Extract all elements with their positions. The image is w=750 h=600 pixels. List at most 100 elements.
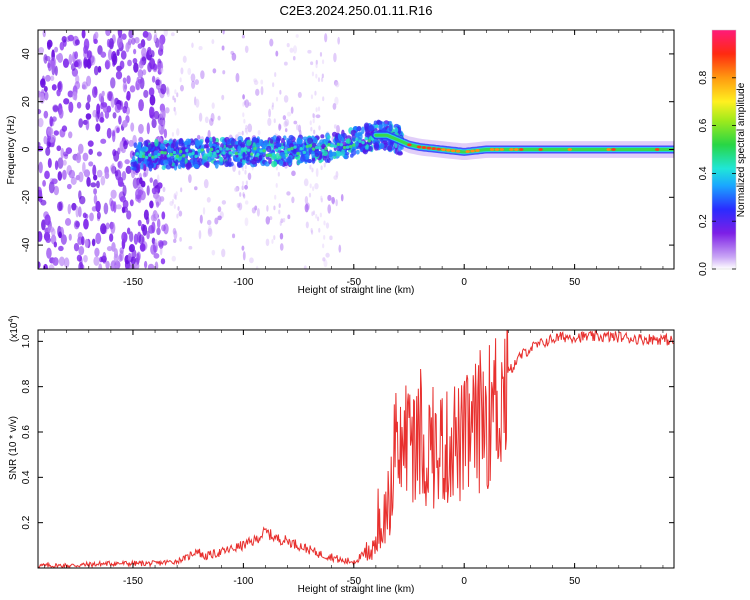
spectrogram-noise-cell bbox=[267, 117, 272, 127]
spectrogram-noise-cell bbox=[59, 41, 65, 51]
spectrogram-ridge-cell bbox=[318, 146, 322, 150]
spectrogram-noise-cell bbox=[179, 237, 182, 242]
snr-y-tick-label: 0.2 bbox=[21, 515, 32, 529]
spectrogram-noise-cell bbox=[171, 255, 176, 262]
spectrogram-noise-cell bbox=[187, 67, 192, 76]
spectrogram-band-cell bbox=[245, 156, 250, 162]
spectrogram-noise-cell bbox=[81, 30, 86, 39]
spectrogram-noise-cell bbox=[320, 77, 324, 83]
spectrogram-band-cell bbox=[159, 143, 166, 150]
spectrogram-noise-cell bbox=[221, 200, 227, 205]
spectrogram-band-cell bbox=[230, 138, 237, 147]
spectrogram-noise-cell bbox=[158, 38, 163, 50]
spectrogram-band-cell bbox=[362, 149, 367, 154]
spectrogram-noise-cell bbox=[81, 236, 85, 246]
spectrogram-noise-cell bbox=[340, 194, 344, 202]
spectrogram-noise-cell bbox=[138, 177, 143, 185]
spectrogram-band-cell bbox=[343, 154, 348, 159]
spectrogram-noise-cell bbox=[68, 53, 73, 65]
spectrogram-ridge-cell bbox=[135, 152, 140, 156]
spectrogram-noise-cell bbox=[247, 123, 253, 133]
spectrogram-noise-cell bbox=[67, 131, 73, 139]
spectrogram-ridge-cell bbox=[336, 142, 341, 147]
spectrogram-hot-cell bbox=[441, 148, 446, 152]
spectrogram-noise-cell bbox=[146, 32, 152, 42]
spectrogram-noise-cell bbox=[173, 193, 177, 200]
spectrogram-noise-cell bbox=[307, 49, 312, 54]
spectrogram-noise-cell bbox=[333, 175, 338, 180]
spectrogram-noise-cell bbox=[274, 194, 277, 200]
spectrogram-band-cell bbox=[208, 140, 213, 148]
spectrogram-noise-cell bbox=[239, 192, 242, 197]
spectrogram-ridge-cell bbox=[314, 145, 319, 150]
spectrogram-noise-cell bbox=[155, 37, 160, 48]
spectrogram-noise-cell bbox=[95, 200, 101, 213]
spectrogram-hot-cell bbox=[446, 148, 451, 152]
spectrogram-noise-cell bbox=[309, 183, 312, 189]
spectrogram-noise-cell bbox=[101, 90, 105, 97]
spectrogram-noise-cell bbox=[83, 169, 91, 178]
spectrogram-ridge-cell bbox=[324, 146, 328, 151]
spectrogram-noise-cell bbox=[91, 238, 96, 247]
spectrogram-band-cell bbox=[328, 151, 333, 158]
spectrogram-noise-cell bbox=[91, 86, 98, 98]
spectrogram-band-cell bbox=[300, 154, 306, 162]
spectrogram-noise-cell bbox=[221, 248, 226, 258]
spectrogram-noise-cell bbox=[108, 38, 114, 50]
spectrogram-noise-cell bbox=[82, 152, 89, 162]
spectrogram-noise-cell bbox=[310, 94, 314, 100]
spectrogram-band-cell bbox=[255, 142, 261, 148]
spectrogram-noise-cell bbox=[210, 112, 215, 122]
spectrogram-band-cell bbox=[198, 158, 203, 166]
spectrogram-band-cell bbox=[368, 145, 373, 152]
spectrogram-noise-cell bbox=[72, 91, 77, 101]
spectrogram-noise-cell bbox=[160, 109, 165, 119]
spectrogram-noise-cell bbox=[149, 94, 156, 106]
spectrogram-noise-cell bbox=[87, 140, 94, 147]
spectrogram-band-cell bbox=[373, 142, 380, 149]
spectrogram-noise-cell bbox=[315, 107, 318, 113]
snr-plot-area bbox=[38, 330, 674, 568]
spectrogram-noise-cell bbox=[95, 123, 101, 132]
spectrogram-noise-cell bbox=[153, 188, 158, 194]
spectrogram-noise-cell bbox=[122, 199, 129, 209]
spectrogram-noise-cell bbox=[97, 65, 102, 73]
spectrogram-noise-cell bbox=[100, 175, 106, 186]
spectrogram-ridge-cell bbox=[182, 154, 186, 158]
spectrogram-band-cell bbox=[373, 120, 378, 126]
spectrogram-noise-cell bbox=[303, 178, 309, 187]
spectrogram-ridge-cell bbox=[243, 146, 248, 151]
spectrogram-ridge-cell bbox=[352, 143, 356, 147]
spectrogram-band-cell bbox=[273, 161, 278, 167]
snr-x-ticks: -150 -100 -50 0 50 bbox=[44, 330, 664, 587]
spectrogram-noise-cell bbox=[179, 77, 182, 83]
spectrogram-noise-cell bbox=[279, 243, 284, 251]
spectrogram-noise-cell bbox=[314, 90, 317, 96]
spectrogram-noise-cell bbox=[126, 90, 131, 101]
spectrogram-x-tick-label: 0 bbox=[461, 277, 467, 288]
spectrogram-noise-cell bbox=[148, 87, 155, 97]
spectrogram-noise-cell bbox=[217, 115, 221, 121]
spectrogram-noise-cell bbox=[112, 112, 117, 119]
spectrogram-noise-cell bbox=[284, 128, 288, 133]
spectrogram-noise-cell bbox=[119, 60, 125, 70]
spectrogram-band-cell bbox=[258, 154, 263, 161]
spectrogram-band-cell bbox=[261, 143, 268, 148]
spectrogram-noise-cell bbox=[242, 251, 246, 261]
spectrogram-noise-cell bbox=[143, 89, 149, 98]
spectrogram-noise-cell bbox=[110, 200, 115, 212]
spectrogram-noise-cell bbox=[241, 130, 244, 136]
spectrogram-noise-cell bbox=[47, 158, 52, 169]
spectrogram-noise-cell bbox=[111, 242, 116, 252]
spectrogram-noise-cell bbox=[173, 204, 176, 209]
spectrogram-noise-cell bbox=[104, 171, 110, 180]
spectrogram-noise-cell bbox=[171, 198, 175, 204]
spectrogram-band-cell bbox=[364, 132, 371, 138]
spectrogram-band-cell bbox=[270, 139, 274, 144]
spectrogram-band-cell bbox=[130, 161, 137, 167]
spectrogram-noise-cell bbox=[46, 247, 52, 259]
spectrogram-noise-cell bbox=[51, 116, 57, 122]
spectrogram-noise-cell bbox=[235, 72, 240, 83]
spectrogram-ridge-cell bbox=[212, 151, 217, 155]
spectrogram-noise-cell bbox=[305, 221, 309, 229]
